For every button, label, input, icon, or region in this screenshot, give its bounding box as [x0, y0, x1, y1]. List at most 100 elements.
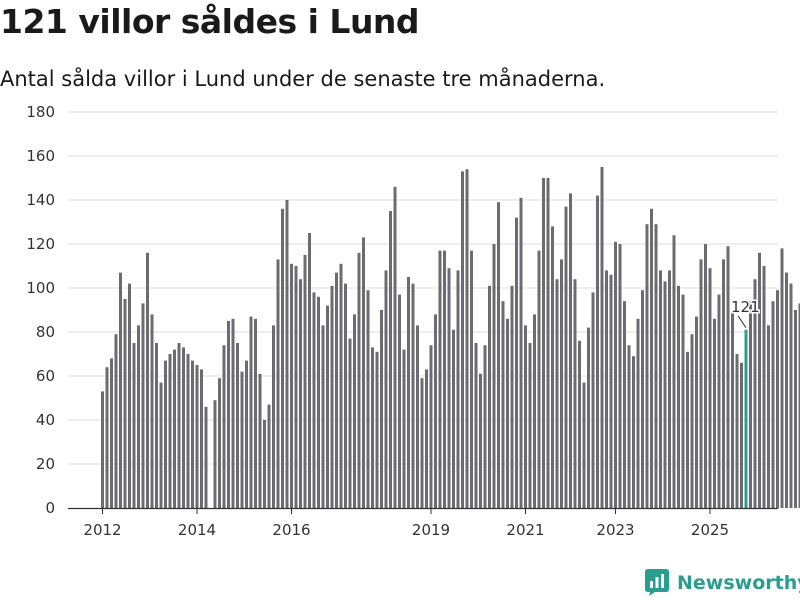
- bar: [132, 343, 136, 508]
- y-tick-label: 120: [26, 235, 55, 253]
- bar: [690, 334, 694, 508]
- x-tick-label: 2021: [506, 521, 544, 539]
- bar: [182, 347, 185, 508]
- bar: [362, 237, 365, 508]
- bar: [537, 250, 541, 508]
- bar: [510, 285, 514, 508]
- bar: [222, 345, 226, 508]
- bar: [443, 250, 446, 508]
- bar: [663, 281, 667, 508]
- bar: [641, 290, 644, 508]
- bar: [173, 349, 176, 508]
- bar: [650, 208, 653, 509]
- bar: [708, 268, 712, 508]
- bar: [551, 226, 554, 508]
- bar: [726, 246, 730, 508]
- bar: [411, 283, 415, 508]
- bar: [218, 378, 221, 508]
- bar: [299, 279, 302, 508]
- bar: [519, 197, 523, 509]
- bar: [317, 296, 320, 508]
- bar: [164, 360, 167, 508]
- bar: [569, 193, 572, 508]
- bar: [114, 334, 118, 508]
- bar: [614, 241, 617, 509]
- bar: [123, 299, 127, 508]
- bar: [573, 279, 577, 508]
- bar: [483, 345, 487, 508]
- y-tick-label: 60: [36, 367, 55, 385]
- bar: [330, 285, 334, 508]
- bar: [231, 318, 235, 508]
- bar: [461, 171, 464, 508]
- bar: [155, 343, 158, 508]
- bar: [420, 378, 424, 508]
- bar: [542, 178, 545, 508]
- bar: [177, 343, 181, 508]
- bar: [402, 349, 406, 508]
- bar: [618, 244, 622, 508]
- bar: [335, 272, 338, 508]
- bar: [506, 318, 509, 508]
- bar: [704, 244, 707, 508]
- bar: [731, 312, 734, 508]
- bar: [146, 252, 149, 508]
- bar: [780, 248, 784, 508]
- bar: [591, 292, 595, 508]
- bar: [357, 252, 361, 508]
- bar: [636, 318, 640, 508]
- bar: [110, 358, 113, 508]
- bar: [492, 244, 496, 508]
- bar: [740, 362, 743, 508]
- bar: [627, 345, 631, 508]
- bar: [380, 310, 383, 508]
- bar: [186, 354, 190, 508]
- x-tick-label: 2014: [178, 521, 216, 539]
- y-tick-label: 180: [26, 103, 55, 121]
- bar: [564, 206, 568, 508]
- bar: [681, 294, 685, 508]
- bar: [438, 250, 442, 508]
- bar: [326, 305, 329, 508]
- bar: [582, 382, 586, 508]
- bar: [285, 200, 289, 508]
- bar: [771, 301, 775, 508]
- bar: [227, 321, 230, 508]
- x-tick-label: 2023: [596, 521, 634, 539]
- bar: [141, 303, 145, 508]
- x-tick-label: 2019: [412, 521, 450, 539]
- bar: [600, 167, 604, 508]
- bar: [434, 314, 437, 508]
- bar: [200, 369, 203, 508]
- bar: [339, 263, 343, 508]
- bar: [794, 310, 797, 508]
- bar: [632, 356, 635, 508]
- y-tick-label: 40: [36, 411, 55, 429]
- bar: [609, 274, 613, 508]
- bar: [101, 391, 104, 508]
- bar: [758, 252, 761, 508]
- bar: [456, 270, 460, 508]
- bar: [749, 301, 752, 508]
- bar: [465, 169, 469, 508]
- bar: [236, 343, 239, 508]
- bar: [263, 420, 266, 508]
- bar: [308, 233, 311, 508]
- bar: [407, 277, 410, 508]
- bar: [128, 283, 131, 508]
- bar: [546, 178, 550, 508]
- bar: [375, 351, 379, 508]
- newsworthy-logo[interactable]: Newsworthy: [645, 569, 800, 596]
- bar: [596, 195, 599, 508]
- bar: [713, 318, 716, 508]
- bar: [654, 224, 658, 508]
- bar: [501, 301, 505, 508]
- y-tick-label: 140: [26, 191, 55, 209]
- bar: [312, 292, 316, 508]
- bar: [578, 340, 581, 508]
- bar: [587, 327, 590, 508]
- bar: [605, 270, 608, 508]
- bar: [105, 367, 109, 508]
- x-tick-label: 2025: [691, 521, 729, 539]
- x-tick-label: 2016: [272, 521, 310, 539]
